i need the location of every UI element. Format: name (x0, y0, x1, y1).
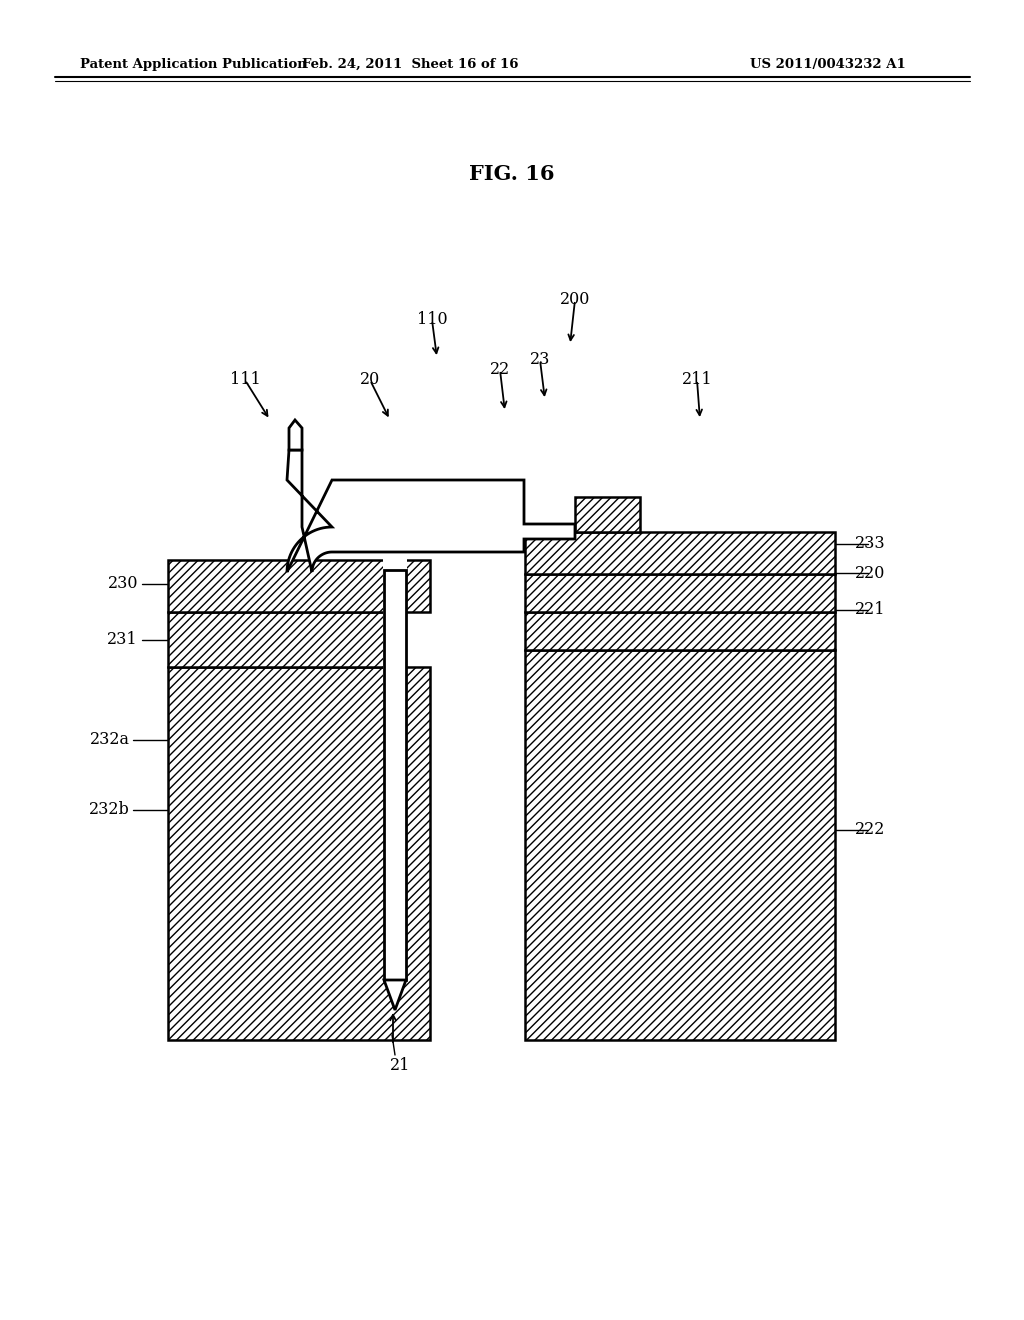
Text: Patent Application Publication: Patent Application Publication (80, 58, 307, 71)
Text: 111: 111 (229, 371, 260, 388)
Text: FIG. 16: FIG. 16 (469, 164, 555, 185)
Text: 233: 233 (855, 536, 886, 553)
Bar (168, 560, 430, 612)
Text: 20: 20 (359, 371, 380, 388)
Bar (168, 667, 430, 1040)
Bar (525, 649, 835, 1040)
Text: Feb. 24, 2011  Sheet 16 of 16: Feb. 24, 2011 Sheet 16 of 16 (302, 58, 518, 71)
Text: 230: 230 (108, 576, 138, 593)
Text: 110: 110 (417, 312, 447, 329)
Bar (525, 612, 835, 649)
Bar (525, 532, 835, 574)
Polygon shape (289, 420, 302, 450)
Text: 232b: 232b (89, 801, 130, 818)
Text: 232a: 232a (90, 731, 130, 748)
Text: 231: 231 (108, 631, 138, 648)
Text: 200: 200 (560, 292, 590, 309)
Bar (525, 574, 835, 612)
Text: 222: 222 (855, 821, 885, 838)
Bar (168, 612, 393, 667)
Text: 22: 22 (489, 362, 510, 379)
Polygon shape (287, 450, 575, 572)
Bar (383, 545, 407, 700)
Text: 211: 211 (682, 371, 713, 388)
Polygon shape (384, 979, 406, 1010)
Text: US 2011/0043232 A1: US 2011/0043232 A1 (750, 58, 906, 71)
Text: 221: 221 (855, 602, 886, 619)
Text: 220: 220 (855, 565, 885, 582)
Text: 21: 21 (390, 1056, 411, 1073)
Bar (384, 570, 406, 979)
Text: 23: 23 (529, 351, 550, 368)
Bar (575, 498, 640, 532)
